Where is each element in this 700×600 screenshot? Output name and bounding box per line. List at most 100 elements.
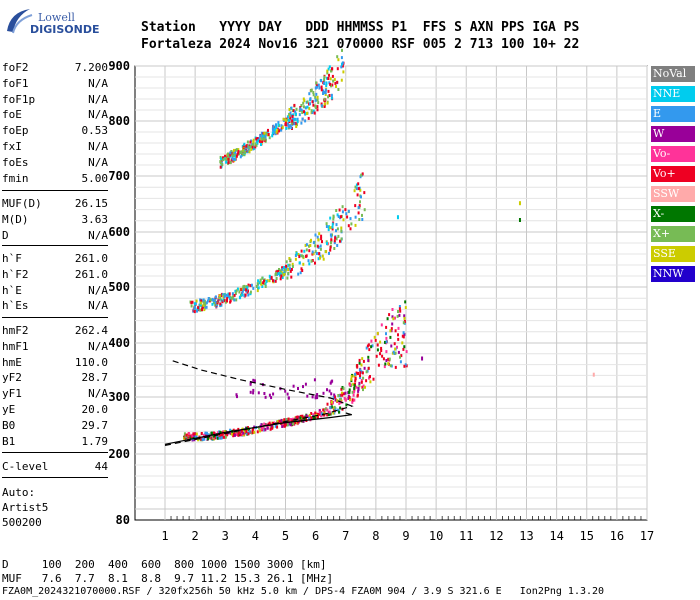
echo-point [326,413,329,417]
echo-point [394,351,397,355]
echo-point [311,259,314,262]
echo-point [239,155,242,159]
param-value: 28.7 [81,371,109,385]
echo-point [325,250,328,254]
echo-point [196,309,198,313]
param-value: N/A [88,339,108,353]
echo-point [232,151,235,155]
echo-point [320,85,323,89]
echo-point [396,314,399,318]
echo-point [233,431,236,434]
echo-point [233,433,236,437]
echo-point [403,364,406,368]
echo-point [305,414,308,418]
legend-item: NNW [651,266,695,282]
echo-point [314,261,316,265]
param-value: 29.7 [81,418,109,432]
echo-point [341,61,344,65]
clevel-row: C-level 44 [2,460,108,473]
echo-point [340,237,343,241]
y-tick-label: 80 [116,513,130,527]
param-name: foF1 [2,76,29,90]
echo-point [255,285,258,288]
echo-point [194,432,197,436]
echo-point [255,137,258,141]
echo-point [263,279,265,283]
echo-point [219,431,222,435]
echo-point [294,257,297,261]
echo-point [380,323,383,327]
echo-point [242,285,245,289]
echo-point [338,208,341,212]
echo-point [190,304,193,308]
panel-separator [2,317,108,318]
echo-point [235,432,238,436]
echo-point [261,276,264,280]
echo-point [289,113,292,117]
echo-point [281,271,284,275]
echo-point [293,122,296,126]
echo-point [316,95,319,99]
echo-point [260,131,263,135]
echo-point [257,279,260,283]
echo-point [341,210,344,214]
param-name: foE [2,108,22,122]
echo-point [289,269,292,273]
echo-point [249,382,252,386]
echo-point [283,418,286,422]
header-values: Fortaleza 2024 Nov16 321 070000 RSF 005 … [141,37,580,52]
echo-point [402,347,405,351]
echo-point [291,115,294,118]
echo-point [246,290,249,294]
echo-point [308,244,310,248]
echo-point [336,399,339,403]
echo-point [302,105,305,109]
legend-item: NNE [651,86,695,102]
echo-point [316,108,319,112]
param-value: 110.0 [74,355,108,369]
echo-point [220,294,223,298]
x-tick-label: 12 [489,529,503,543]
echo-point [385,340,388,344]
echo-point [237,433,240,437]
echo-point [298,261,301,265]
echo-point [253,379,256,383]
header-columns: Station YYYY DAY DDD HHMMSS P1 FFS S AXN… [141,20,580,35]
echo-point [310,412,313,415]
echo-point [311,250,314,254]
echo-point [399,355,401,359]
echo-point [341,205,344,209]
echo-point [240,293,242,297]
echo-point [386,317,389,321]
echo-point [303,99,306,103]
echo-point [192,432,195,436]
param-value: N/A [88,92,108,106]
echo-point [304,106,307,110]
echo-point [322,92,324,95]
echo-point [230,432,233,436]
echo-point [212,431,215,435]
echo-point [353,384,356,388]
param-name: yF1 [2,387,22,401]
param-row: hmE 110.0 [2,356,108,369]
echo-point [377,363,380,367]
echo-point [220,433,223,437]
echo-point [340,215,342,219]
echo-point [224,154,226,158]
echo-point [320,104,323,108]
param-row: hmF2 262.4 [2,324,108,337]
x-tick-label: 9 [402,529,409,543]
echo-point [281,424,284,428]
echo-point [333,78,336,82]
echo-point [302,385,304,389]
echo-point [345,212,348,216]
echo-point [291,262,294,266]
echo-point [320,412,323,416]
echo-point [204,431,207,435]
echo-point [256,430,259,434]
echo-point [354,376,357,380]
echo-point [290,126,293,130]
param-row: h`Es N/A [2,299,108,312]
echo-point [231,292,234,296]
echo-point [300,108,303,112]
